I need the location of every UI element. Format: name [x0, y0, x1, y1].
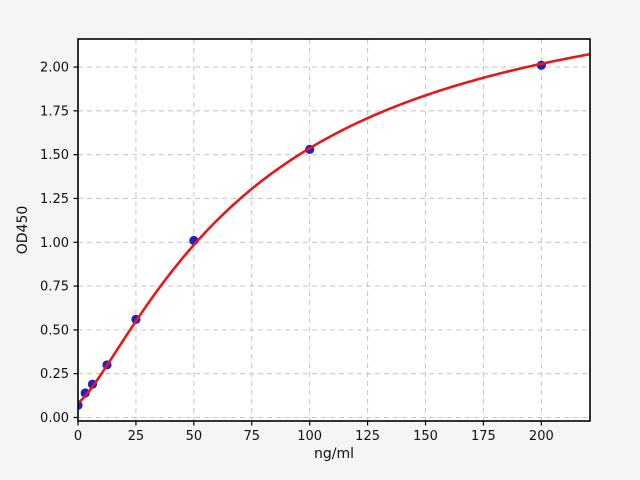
fit-curve-path [78, 52, 590, 404]
x-tick-label: 150 [413, 429, 438, 444]
plot-data-group [78, 52, 590, 410]
x-tick-label: 100 [297, 429, 322, 444]
x-tick-label: 75 [243, 429, 260, 444]
x-tick-label: 200 [529, 429, 554, 444]
y-tick-label: 1.75 [40, 104, 69, 119]
y-tick-label: 0.00 [40, 411, 69, 426]
y-tick-label: 0.75 [40, 280, 69, 295]
x-axis-label: ng/ml [313, 446, 355, 462]
x-tick-label: 0 [74, 429, 82, 444]
grid-group [77, 39, 590, 421]
x-tick-label: 50 [186, 429, 203, 444]
plot-background [78, 39, 590, 421]
axes-spines [77, 38, 591, 422]
y-tick-label: 2.00 [40, 61, 69, 76]
y-tick-label: 1.50 [40, 148, 69, 163]
tick-labels-group: 0 25 50 75 100 125 150 175 200 0.00 0.25 0.50 0.75 1.… [40, 61, 554, 444]
x-tick-label: 175 [471, 429, 496, 444]
x-tick-label: 125 [355, 429, 380, 444]
y-tick-label: 0.50 [40, 323, 69, 338]
y-tick-label: 0.25 [40, 367, 69, 382]
y-tick-label: 1.25 [40, 192, 69, 207]
x-tick-label: 25 [128, 429, 145, 444]
y-axis-label: OD450 [15, 205, 31, 255]
y-tick-label: 1.00 [40, 236, 69, 251]
